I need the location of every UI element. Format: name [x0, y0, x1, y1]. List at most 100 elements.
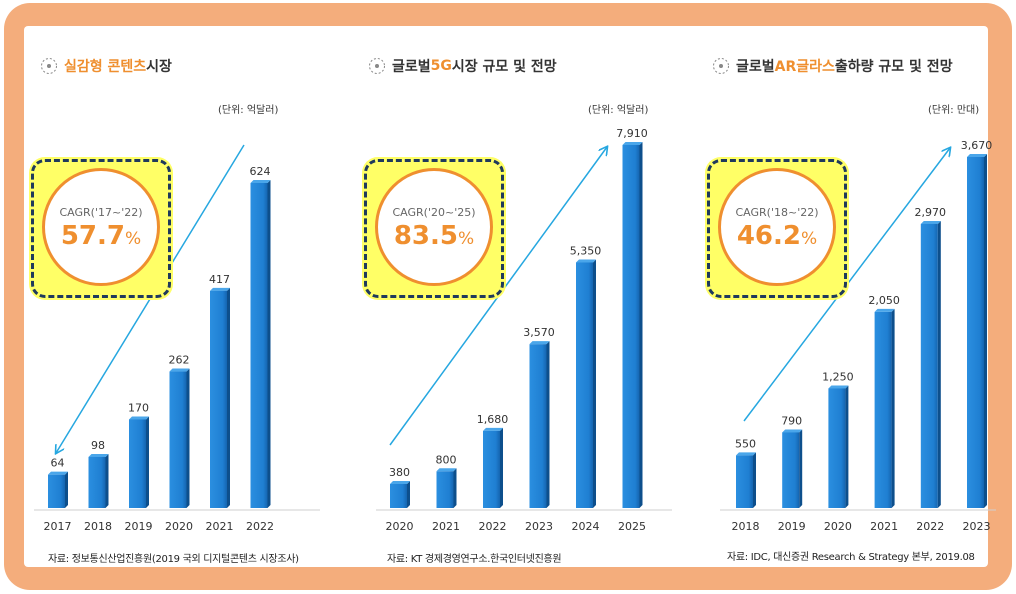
cagr-label-2: CAGR('20~'25): [392, 205, 476, 219]
cagr-value-1: 57.7%: [61, 223, 141, 249]
panel-1-title-accent: 실감형 콘텐츠: [64, 59, 147, 75]
bar-top: [828, 385, 849, 389]
bar-top: [250, 180, 271, 183]
bar: [250, 183, 268, 508]
cagr-pct-1: %: [125, 228, 142, 249]
bar: [576, 262, 593, 508]
bar-side: [267, 180, 271, 508]
trend-arrow: [743, 148, 950, 422]
category-label: 2021: [206, 520, 234, 533]
bar-side: [227, 287, 230, 508]
bar: [828, 388, 846, 508]
bar-side: [500, 427, 503, 508]
bar: [48, 474, 65, 508]
bar-side: [105, 453, 109, 508]
panel-1-title: 실감형 콘텐츠 시장: [40, 56, 172, 76]
bar-top: [436, 468, 457, 472]
source-2: 자료: KT 경제경영연구소.한국인터넷진흥원: [387, 554, 562, 565]
category-label: 2019: [125, 520, 153, 533]
bar: [736, 455, 753, 508]
bar: [390, 484, 407, 508]
panel-3-title: 글로벌 AR글라스 출하량 규모 및 전망: [712, 56, 953, 76]
value-label: 7,910: [616, 127, 648, 140]
cagr-pct-3: %: [801, 228, 818, 249]
value-label: 5,350: [570, 244, 602, 257]
category-label: 2023: [525, 520, 553, 533]
bar-top: [782, 429, 803, 433]
bar-top: [874, 308, 895, 312]
cagr-value-3: 46.2%: [737, 223, 817, 249]
category-label: 2020: [165, 520, 193, 533]
bar: [436, 471, 454, 508]
cagr-number-3: 46.2: [736, 220, 801, 251]
panel-1-unit: (단위: 억달러): [218, 105, 279, 116]
bar-top: [483, 427, 503, 431]
cagr-number-2: 83.5: [393, 220, 458, 251]
bar-side: [753, 452, 756, 508]
bar-top: [390, 481, 410, 484]
panel-3-title-pre: 글로벌: [736, 59, 775, 75]
bar-side: [146, 416, 149, 508]
category-label: 2020: [824, 520, 852, 533]
bar-side: [65, 471, 68, 508]
bar-side: [937, 220, 941, 508]
bar-top: [169, 368, 190, 372]
value-label: 262: [169, 354, 190, 367]
bar-side: [186, 368, 190, 508]
target-icon: [41, 58, 57, 74]
bar-top: [967, 154, 987, 157]
bar-top: [622, 142, 643, 145]
category-label: 2022: [916, 520, 944, 533]
category-label: 2022: [479, 520, 507, 533]
source-3: 자료: IDC, 대신증권 Research & Strategy 본부, 20…: [727, 552, 975, 563]
category-label: 2018: [84, 520, 112, 533]
bar-top: [576, 259, 596, 263]
cagr-pct-2: %: [458, 228, 475, 249]
category-label: 2019: [778, 520, 806, 533]
source-1: 자료: 정보통신산업진흥원(2019 국외 디지털콘텐츠 시장조사): [48, 554, 299, 565]
panel-2-title-rest: 시장 규모 및 전망: [451, 59, 557, 75]
bar-side: [407, 481, 410, 508]
category-label: 2017: [44, 520, 72, 533]
bar-top: [88, 453, 109, 457]
bar: [483, 430, 500, 508]
value-label: 380: [389, 466, 410, 479]
bar-side: [639, 142, 643, 508]
panel-2-title-accent: 5G: [430, 58, 452, 74]
value-label: 98: [91, 439, 105, 452]
category-label: 2022: [246, 520, 274, 533]
value-label: 2,050: [868, 294, 900, 307]
cagr-badge-1: CAGR('17~'22) 57.7%: [42, 168, 160, 286]
bar: [169, 371, 187, 508]
bar-side: [546, 341, 550, 508]
category-label: 2021: [870, 520, 898, 533]
cagr-badge-3: CAGR('18~'22) 46.2%: [718, 168, 836, 286]
bar: [129, 419, 146, 508]
value-label: 1,680: [477, 413, 509, 426]
panel-1-title-rest: 시장: [146, 59, 172, 75]
value-label: 417: [209, 273, 230, 286]
trend-arrow: [56, 144, 245, 453]
bar-side: [984, 154, 987, 508]
cagr-label-1: CAGR('17~'22): [59, 205, 143, 219]
category-label: 2024: [572, 520, 600, 533]
bar-top: [48, 471, 68, 475]
bar: [88, 456, 106, 508]
category-label: 2023: [963, 520, 991, 533]
bar-side: [453, 468, 457, 508]
cagr-value-2: 83.5%: [394, 223, 474, 249]
target-icon: [369, 58, 385, 74]
value-label: 170: [128, 401, 149, 414]
bar: [782, 432, 800, 508]
bar: [529, 344, 547, 508]
bar-side: [593, 259, 596, 508]
bar-top: [129, 416, 149, 420]
panel-2-unit: (단위: 억달러): [588, 105, 649, 116]
bar-top: [920, 220, 941, 224]
value-label: 3,670: [961, 139, 993, 152]
bar: [920, 223, 938, 508]
bar-top: [210, 287, 230, 291]
cagr-label-3: CAGR('18~'22): [735, 205, 819, 219]
bar: [210, 290, 227, 508]
value-label: 3,570: [523, 326, 555, 339]
